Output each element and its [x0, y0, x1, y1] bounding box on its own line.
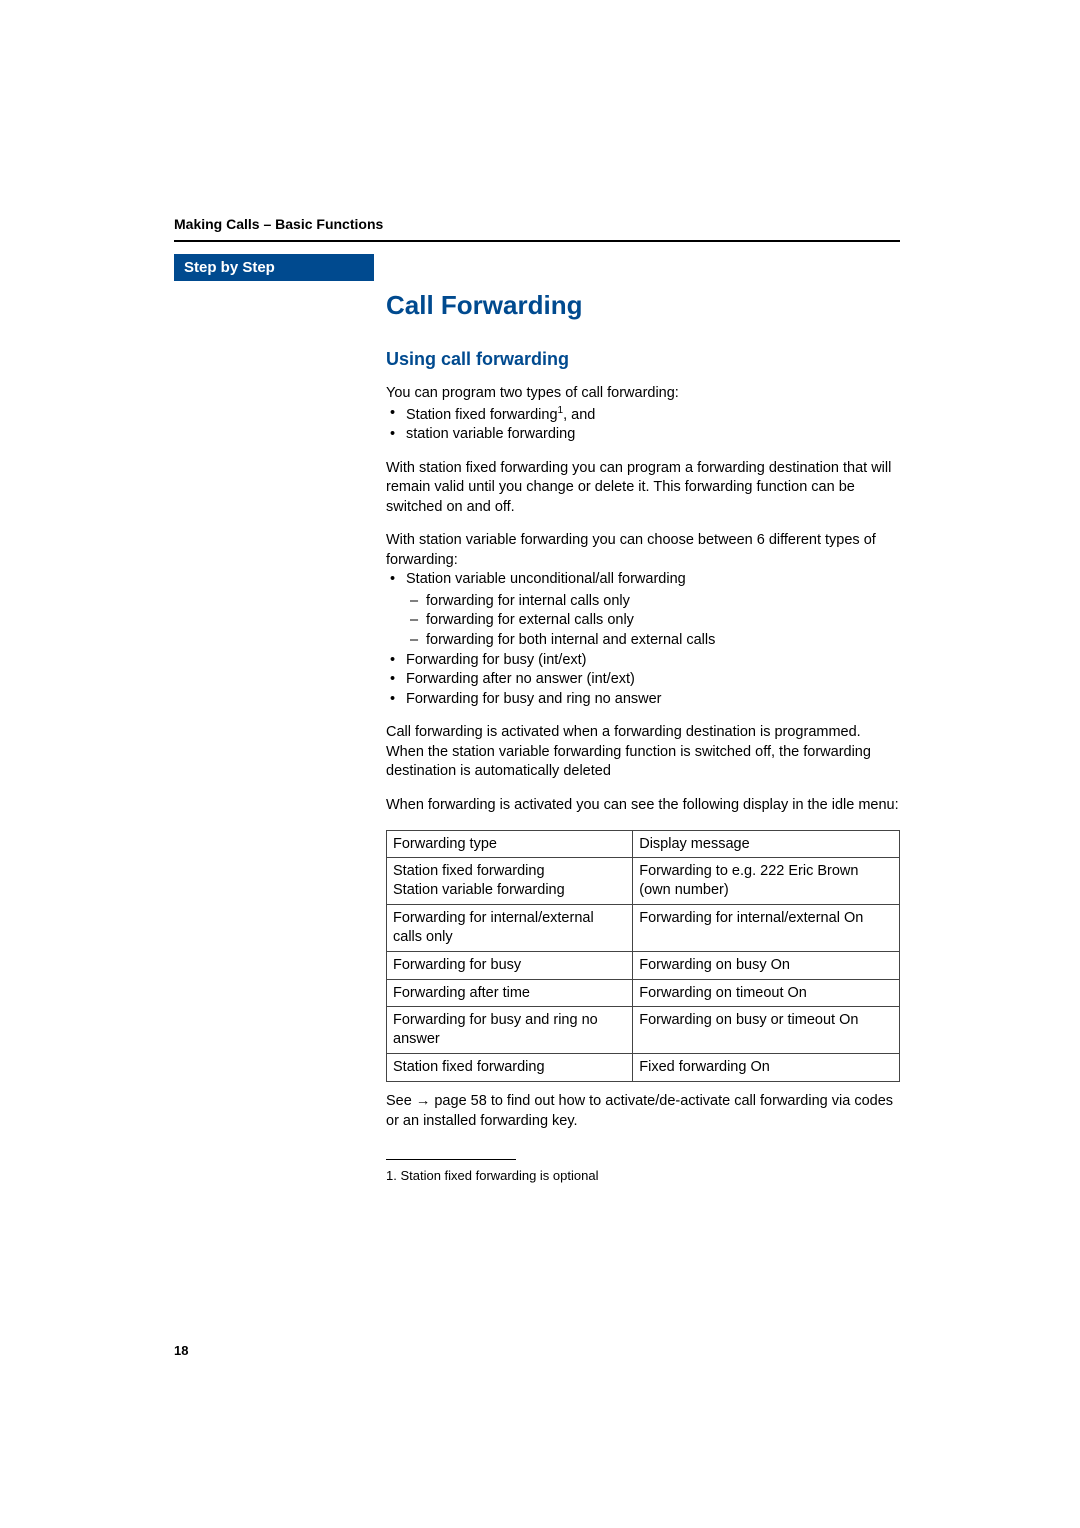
table-header-1: Display message: [633, 830, 900, 858]
footnote: 1. Station fixed forwarding is optional: [386, 1168, 900, 1185]
table-cell: Forwarding on busy or timeout On: [633, 1007, 900, 1054]
table-row: Forwarding after time Forwarding on time…: [387, 979, 900, 1007]
variable-item-3: Forwarding for busy and ring no answer: [386, 690, 900, 710]
table-cell: Forwarding for internal/external On: [633, 905, 900, 952]
intro-item-0-before: Station fixed forwarding: [406, 406, 558, 422]
page-container: Making Calls – Basic Functions Step by S…: [0, 0, 1080, 1185]
content-columns: Step by Step Call Forwarding Using call …: [174, 254, 900, 1185]
sidebar: Step by Step: [174, 254, 374, 1185]
display-para: When forwarding is activated you can see…: [386, 796, 900, 816]
variable-item-2: Forwarding after no answer (int/ext): [386, 670, 900, 690]
table-cell: Fixed forwarding On: [633, 1054, 900, 1082]
table-header-row: Forwarding type Display message: [387, 830, 900, 858]
table-cell: Station fixed forwarding: [387, 1054, 633, 1082]
table-row: Station fixed forwarding Station variabl…: [387, 858, 900, 905]
variable-para: With station variable forwarding you can…: [386, 531, 900, 709]
variable-sub-2: forwarding for both internal and externa…: [406, 631, 900, 651]
variable-sub-1: forwarding for external calls only: [406, 611, 900, 631]
variable-sublist: forwarding for internal calls only forwa…: [406, 592, 900, 651]
variable-item-first: Station variable unconditional/all forwa…: [386, 570, 900, 650]
main-content: Call Forwarding Using call forwarding Yo…: [386, 254, 900, 1185]
intro-item-0-after: , and: [563, 406, 595, 422]
sidebar-header: Step by Step: [174, 254, 374, 281]
see-after: page 58 to find out how to activate/de-a…: [386, 1093, 893, 1129]
breadcrumb: Making Calls – Basic Functions: [174, 216, 900, 242]
activated-para: Call forwarding is activated when a forw…: [386, 723, 900, 782]
intro-para: You can program two types of call forwar…: [386, 384, 900, 445]
variable-first-label: Station variable unconditional/all forwa…: [406, 571, 686, 587]
table-cell: Forwarding on busy On: [633, 951, 900, 979]
intro-item-1: station variable forwarding: [386, 425, 900, 445]
table-cell: Forwarding on timeout On: [633, 979, 900, 1007]
table-row: Forwarding for busy Forwarding on busy O…: [387, 951, 900, 979]
variable-list: Station variable unconditional/all forwa…: [386, 570, 900, 709]
intro-lead: You can program two types of call forwar…: [386, 384, 900, 404]
page-title: Call Forwarding: [386, 290, 900, 321]
table-cell: Forwarding for busy and ring no answer: [387, 1007, 633, 1054]
table-row: Forwarding for busy and ring no answer F…: [387, 1007, 900, 1054]
fixed-para: With station fixed forwarding you can pr…: [386, 459, 900, 518]
table-row: Forwarding for internal/external calls o…: [387, 905, 900, 952]
arrow-icon: →: [416, 1093, 431, 1109]
forwarding-table: Forwarding type Display message Station …: [386, 830, 900, 1082]
section-heading: Using call forwarding: [386, 349, 900, 370]
intro-item-1-before: station variable forwarding: [406, 426, 575, 442]
variable-lead: With station variable forwarding you can…: [386, 531, 900, 570]
variable-item-1: Forwarding for busy (int/ext): [386, 651, 900, 671]
table-cell: Forwarding after time: [387, 979, 633, 1007]
table-cell: Station fixed forwarding Station variabl…: [387, 858, 633, 905]
see-before: See: [386, 1093, 416, 1109]
table-cell: Forwarding to e.g. 222 Eric Brown (own n…: [633, 858, 900, 905]
intro-item-0: Station fixed forwarding1, and: [386, 404, 900, 425]
intro-list: Station fixed forwarding1, and station v…: [386, 404, 900, 445]
table-cell: Forwarding for busy: [387, 951, 633, 979]
variable-sub-0: forwarding for internal calls only: [406, 592, 900, 612]
footnote-separator: [386, 1159, 516, 1160]
page-number: 18: [174, 1343, 188, 1358]
see-para: See → page 58 to find out how to activat…: [386, 1092, 900, 1131]
table-header-0: Forwarding type: [387, 830, 633, 858]
table-cell: Forwarding for internal/external calls o…: [387, 905, 633, 952]
table-row: Station fixed forwarding Fixed forwardin…: [387, 1054, 900, 1082]
